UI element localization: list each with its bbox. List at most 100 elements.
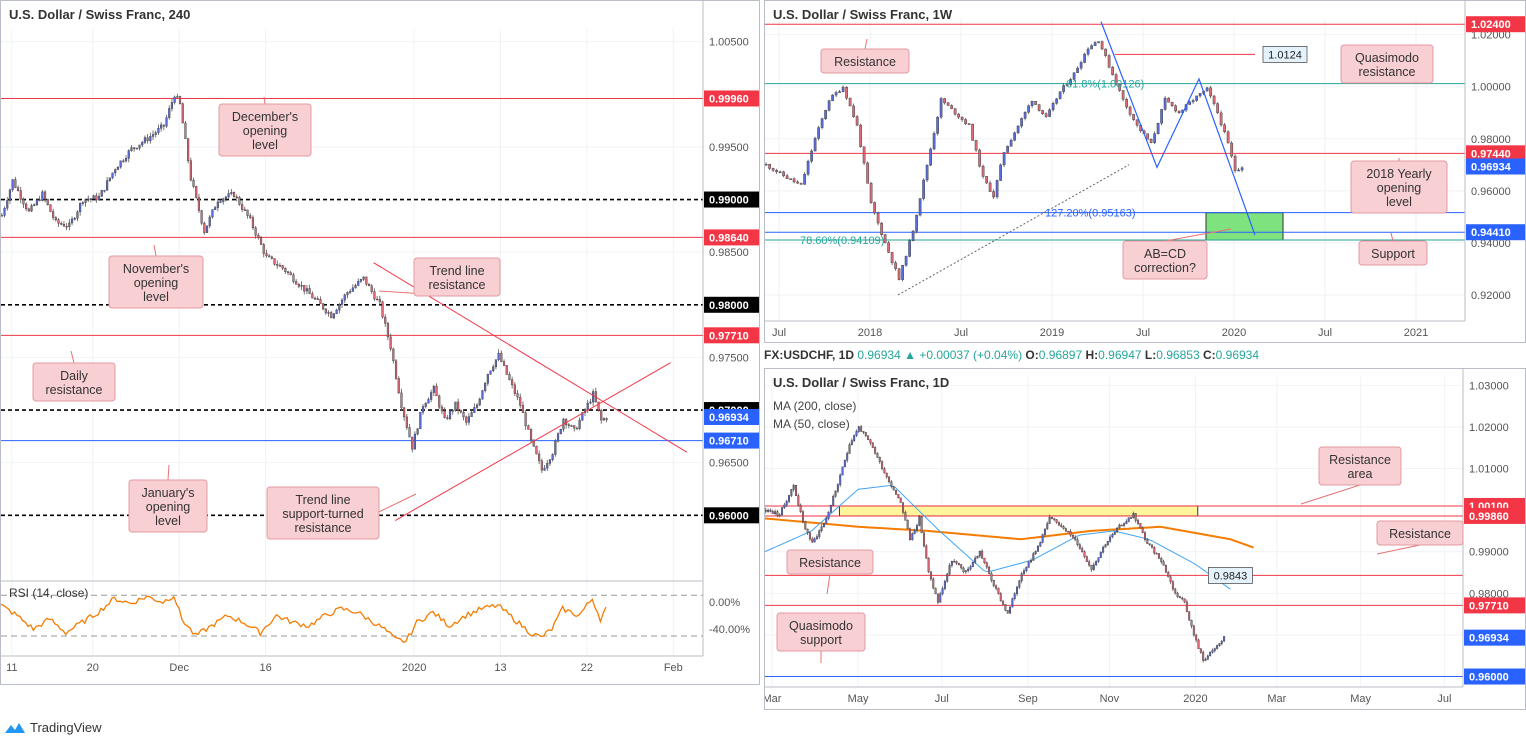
- candle: [1125, 98, 1128, 108]
- annotation-text: support-turned: [282, 507, 363, 521]
- candle: [1023, 111, 1027, 119]
- candle: [435, 385, 438, 397]
- candle: [792, 484, 795, 490]
- candle: [535, 445, 538, 455]
- candle: [343, 294, 346, 301]
- price-badge-text: 0.97710: [1469, 600, 1509, 612]
- candle: [119, 160, 122, 168]
- candle: [775, 169, 778, 173]
- ohlc-open: 0.96897: [1038, 348, 1083, 362]
- candle: [1006, 146, 1009, 153]
- candle: [964, 119, 967, 124]
- candle: [932, 133, 936, 150]
- candle: [822, 522, 825, 528]
- h4-chart-panel[interactable]: 1.00500 0.99500 0.98500 0.97500 0.96500 0.999…: [0, 0, 760, 685]
- candle: [143, 137, 147, 143]
- candle: [1062, 526, 1065, 529]
- candle: [834, 490, 837, 497]
- price-tick-label: 1.03000: [1469, 380, 1509, 392]
- annotation-text: Quasimodo: [789, 619, 853, 633]
- candle: [546, 463, 549, 469]
- annotation-pointer: [1390, 232, 1394, 242]
- candle: [411, 436, 414, 450]
- candle: [811, 538, 814, 543]
- candle: [950, 105, 953, 109]
- candle: [1139, 523, 1142, 529]
- candle: [1233, 155, 1237, 171]
- candle: [1237, 169, 1240, 172]
- candle: [73, 218, 76, 220]
- candle: [873, 202, 876, 214]
- w1-chart-svg[interactable]: 1.0124 61.8%(1.00126) 127.20%(0.95163) 78.6…: [765, 1, 1526, 343]
- candle: [862, 431, 865, 433]
- candle: [1090, 565, 1093, 570]
- candle: [1155, 552, 1158, 555]
- candle: [454, 401, 457, 411]
- candle: [1083, 551, 1086, 557]
- candle: [262, 244, 265, 254]
- candle: [1218, 643, 1221, 646]
- candle: [8, 189, 12, 201]
- candle: [30, 205, 33, 212]
- candle: [1118, 83, 1121, 91]
- candle: [817, 127, 820, 139]
- candle: [60, 223, 63, 225]
- annotation-box: [1318, 446, 1402, 486]
- candle: [1137, 520, 1140, 524]
- time-tick-label: 11: [6, 662, 17, 674]
- candle: [838, 91, 841, 93]
- candle: [1169, 576, 1172, 583]
- candle: [1107, 55, 1111, 68]
- candle: [869, 183, 873, 203]
- annotation-pointer: [1300, 484, 1361, 505]
- candle: [403, 407, 406, 418]
- candle: [1097, 557, 1100, 562]
- price-badge: [704, 191, 759, 208]
- candle: [1099, 551, 1102, 558]
- tradingview-logo[interactable]: TradingView: [4, 720, 102, 735]
- candle: [470, 412, 473, 417]
- candle: [1111, 534, 1114, 538]
- candle: [997, 587, 1000, 594]
- candle: [197, 197, 201, 211]
- ma50-line: [765, 484, 1231, 590]
- candle: [990, 573, 993, 581]
- candle: [392, 348, 395, 362]
- d1-chart-panel[interactable]: 0.9843 1.03000 1.02000 1.01000 0.99000 0.9800…: [764, 368, 1526, 710]
- price-badge-text: 0.96000: [709, 510, 749, 522]
- candle: [486, 373, 489, 384]
- candle: [983, 557, 986, 563]
- annotation-text: Support: [1371, 247, 1415, 261]
- candle: [981, 165, 985, 177]
- candle: [340, 299, 344, 305]
- candle: [451, 410, 454, 412]
- candle: [3, 207, 6, 216]
- candle: [899, 497, 902, 503]
- time-tick-label: 16: [259, 662, 271, 674]
- candle: [1128, 106, 1132, 115]
- annotation-text: resistance: [1359, 65, 1416, 79]
- candle: [941, 588, 944, 595]
- price-badge-text: 0.98000: [709, 300, 749, 312]
- annotation-text: area: [1347, 467, 1372, 481]
- d1-chart-svg[interactable]: 0.9843 1.03000 1.02000 1.01000 0.99000 0.9800…: [765, 369, 1526, 710]
- candle: [1230, 142, 1233, 157]
- candle: [1072, 72, 1076, 80]
- w1-chart-panel[interactable]: 1.0124 61.8%(1.00126) 127.20%(0.95163) 78.6…: [764, 0, 1526, 343]
- candle: [829, 504, 832, 513]
- annotation-box: [786, 549, 874, 575]
- h4-chart-svg[interactable]: 1.00500 0.99500 0.98500 0.97500 0.96500 0.999…: [1, 1, 760, 685]
- candle: [273, 258, 276, 265]
- candle: [124, 158, 128, 162]
- candle: [878, 457, 881, 462]
- candle: [311, 293, 314, 299]
- candle: [70, 218, 74, 224]
- candle: [785, 501, 788, 506]
- candle: [178, 96, 182, 104]
- price-badge-text: 0.99000: [709, 195, 749, 207]
- annotation-text: Trend line: [429, 264, 484, 278]
- candle: [573, 425, 576, 429]
- candle: [586, 402, 589, 411]
- candle: [988, 566, 991, 574]
- candle: [897, 494, 900, 499]
